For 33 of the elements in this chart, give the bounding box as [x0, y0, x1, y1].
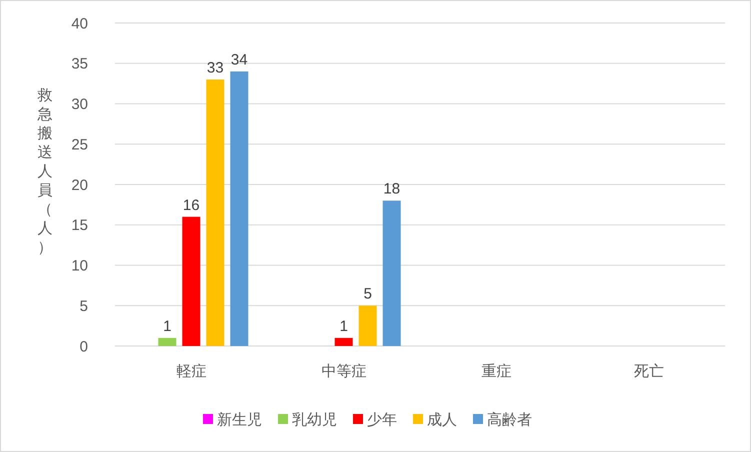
- bar: [206, 80, 224, 346]
- data-label: 34: [230, 51, 248, 68]
- legend-label: 成人: [427, 411, 457, 428]
- bar: [358, 306, 377, 346]
- x-tick-label: 重症: [481, 363, 512, 380]
- y-tick-label: 40: [71, 15, 88, 32]
- data-label: 1: [340, 318, 348, 335]
- bar: [158, 338, 176, 346]
- legend-label: 高齢者: [487, 411, 532, 428]
- legend-label: 新生児: [217, 411, 262, 428]
- data-label: 16: [182, 196, 200, 214]
- legend-label: 少年: [367, 411, 397, 428]
- y-tick-label: 20: [71, 176, 88, 194]
- y-tick-label: 5: [80, 298, 88, 315]
- legend-label: 乳幼児: [292, 411, 337, 428]
- y-tick-label: 25: [71, 136, 88, 154]
- y-tick-label: 30: [71, 96, 88, 113]
- bar: [230, 71, 248, 346]
- y-tick-label: 10: [71, 258, 88, 274]
- data-label: 33: [206, 60, 224, 77]
- x-tick-label: 中等症: [321, 363, 366, 380]
- y-tick-label: 35: [71, 56, 88, 73]
- y-tick-label: 0: [80, 338, 88, 356]
- x-tick-label: 軽症: [176, 363, 206, 380]
- bar: [182, 216, 200, 346]
- text: 救急搬送人員（人）: [38, 87, 52, 256]
- bar: [382, 200, 401, 346]
- data-label: 5: [364, 286, 372, 303]
- data-label: 18: [383, 180, 400, 198]
- y-tick-label: 15: [71, 217, 88, 234]
- bar: [334, 338, 353, 346]
- data-label: 1: [163, 318, 172, 335]
- x-tick-label: 死亡: [634, 363, 664, 380]
